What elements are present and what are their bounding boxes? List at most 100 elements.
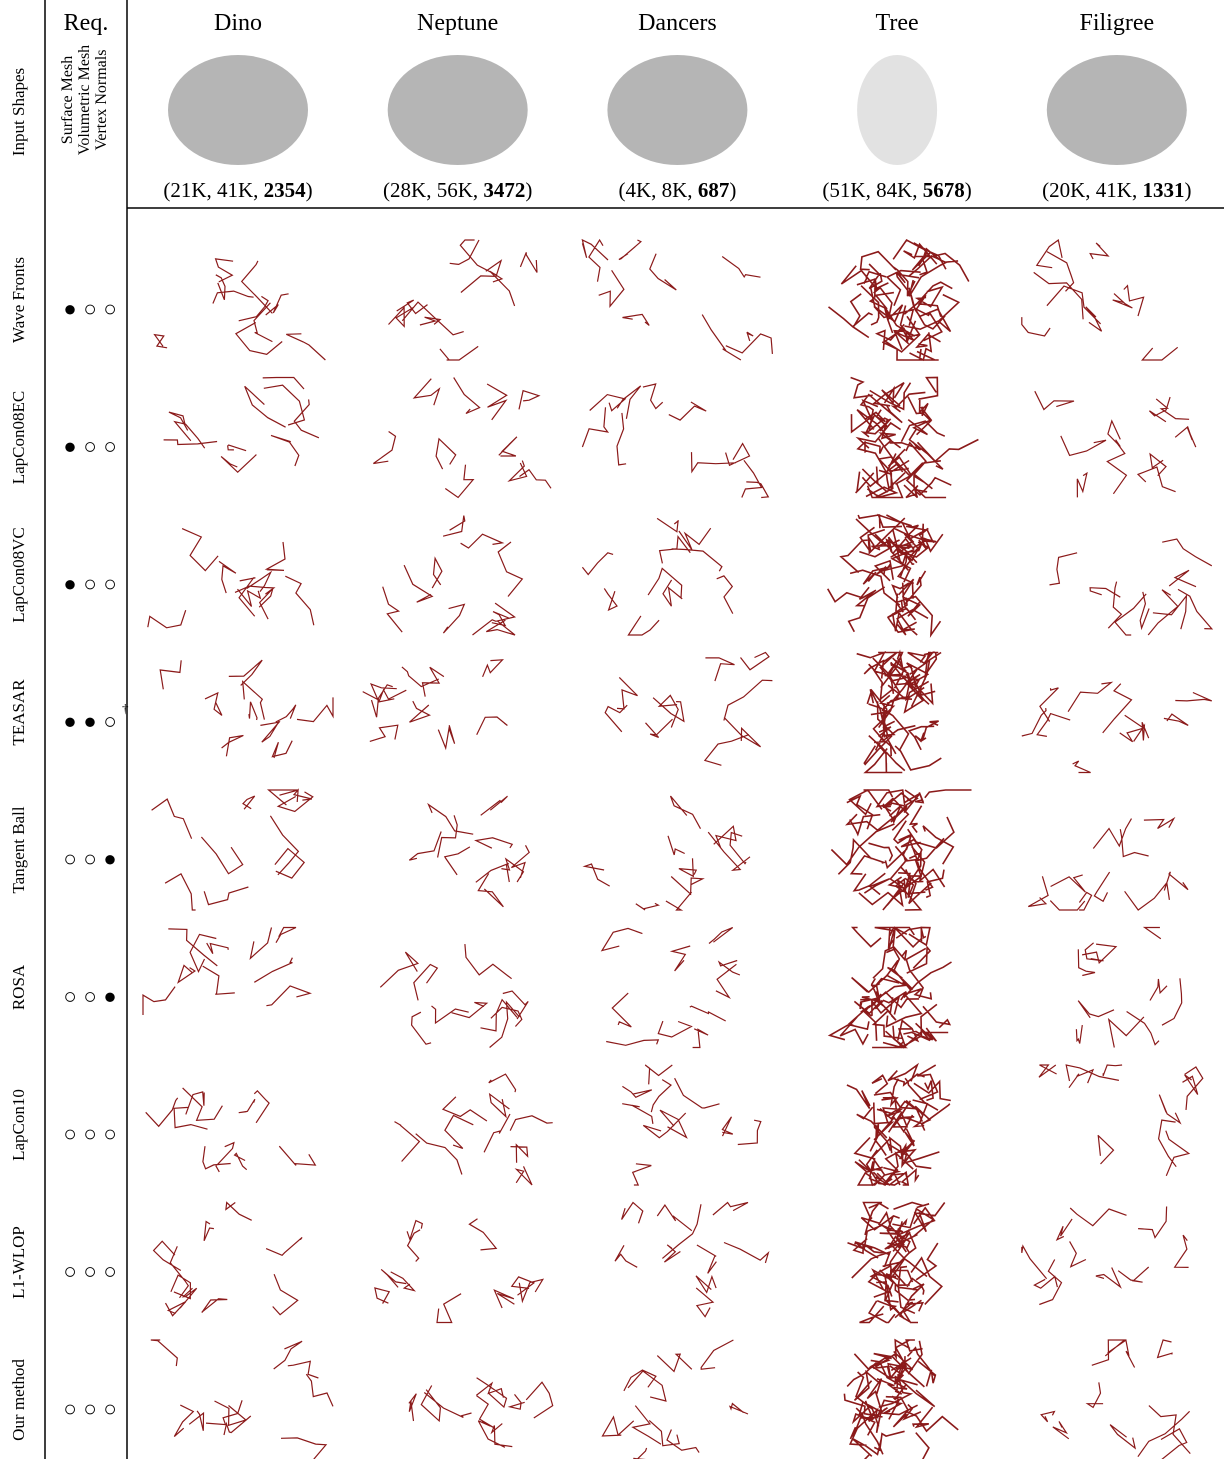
skeleton — [582, 240, 772, 360]
stats-vertices: 1331 — [1142, 178, 1184, 202]
req-symbol: ● — [103, 984, 116, 1009]
input-shape — [857, 55, 937, 165]
req-symbol: ○ — [83, 846, 96, 871]
skeleton — [1022, 683, 1212, 773]
req-symbol: ○ — [63, 1121, 76, 1146]
req-symbol: ○ — [103, 709, 116, 734]
row-label: LapCon08VC — [9, 527, 28, 622]
column-title: Dino — [214, 10, 262, 36]
req-symbol: ○ — [83, 434, 96, 459]
input-shape — [607, 55, 747, 165]
req-symbol: ○ — [83, 571, 96, 596]
row-header: Input Shapes — [9, 68, 28, 156]
row-label: Our method — [9, 1359, 28, 1441]
skeleton — [146, 1088, 316, 1172]
req-column: Surface Mesh — [59, 56, 76, 144]
skeleton — [857, 653, 942, 773]
req-symbol: ● — [63, 434, 76, 459]
skeleton — [380, 944, 528, 1047]
skeleton — [1028, 819, 1188, 910]
skeleton — [829, 240, 969, 360]
shape-stats: (4K, 8K, 687) — [618, 178, 736, 202]
skeleton — [1041, 1340, 1190, 1459]
skeleton — [395, 1074, 553, 1185]
req-symbol: ○ — [103, 1121, 116, 1146]
req-symbol: ○ — [63, 846, 76, 871]
req-symbol: ● — [83, 709, 96, 734]
req-symbol: ○ — [63, 1396, 76, 1421]
shape-stats: (21K, 41K, 2354) — [163, 178, 312, 202]
skeleton — [834, 1340, 959, 1459]
stats-vertices: 3472 — [483, 178, 525, 202]
input-shape — [168, 55, 308, 165]
req-symbol: ○ — [103, 571, 116, 596]
input-shape — [388, 55, 528, 165]
skeleton — [1039, 1065, 1203, 1176]
row-label: L1-WLOP — [9, 1226, 28, 1299]
req-column: Vertex Normals — [93, 50, 110, 151]
stats-close: ) — [1184, 178, 1191, 202]
req-symbol: ○ — [63, 1259, 76, 1284]
skeleton — [148, 529, 314, 628]
shape-stats: (28K, 56K, 3472) — [383, 178, 532, 202]
shape-stats: (51K, 84K, 5678) — [822, 178, 971, 202]
req-note: † — [122, 701, 129, 716]
skeleton — [373, 378, 551, 498]
req-symbol: ● — [63, 296, 76, 321]
skeleton — [375, 1219, 543, 1323]
req-symbol: ○ — [83, 984, 96, 1009]
column-title: Neptune — [417, 10, 498, 36]
row-label: LapCon10 — [9, 1089, 28, 1161]
req-symbol: ○ — [83, 1121, 96, 1146]
skeleton — [828, 515, 943, 635]
req-symbol: ○ — [103, 434, 116, 459]
skeleton — [160, 660, 333, 758]
stats-counts: (51K, 84K, — [822, 178, 922, 202]
skeleton — [383, 516, 523, 635]
skeleton — [1022, 240, 1178, 360]
column-title: Dancers — [638, 10, 717, 36]
skeleton — [847, 1065, 951, 1185]
figure: Input Shapes Req. Surface Mesh Volumetri… — [0, 0, 1224, 1459]
stats-close: ) — [729, 178, 736, 202]
req-symbol: ○ — [103, 1259, 116, 1284]
skeleton — [1076, 928, 1181, 1048]
req-symbol: ● — [103, 846, 116, 871]
stats-counts: (21K, 41K, — [163, 178, 263, 202]
req-symbol: ○ — [83, 296, 96, 321]
column-title: Tree — [876, 10, 919, 36]
skeleton — [152, 790, 313, 910]
skeleton — [622, 1065, 761, 1185]
stats-vertices: 2354 — [264, 178, 307, 202]
req-symbol: ● — [63, 709, 76, 734]
row-label: ROSA — [9, 964, 28, 1010]
req-symbol: ○ — [103, 296, 116, 321]
stats-vertices: 5678 — [923, 178, 965, 202]
skeleton — [1022, 1207, 1189, 1305]
row-label: LapCon08EC — [9, 391, 28, 485]
req-symbol: ● — [63, 571, 76, 596]
column-title: Filigree — [1079, 10, 1154, 36]
skeleton — [363, 660, 508, 748]
stats-counts: (4K, 8K, — [618, 178, 697, 202]
skeleton — [1035, 391, 1196, 497]
req-symbol: ○ — [83, 1396, 96, 1421]
skeleton — [603, 1340, 749, 1459]
req-symbol: ○ — [103, 1396, 116, 1421]
req-symbol: ○ — [63, 984, 76, 1009]
skeleton — [155, 259, 326, 360]
skeleton — [1050, 539, 1212, 635]
skeleton — [851, 378, 979, 498]
stats-close: ) — [965, 178, 972, 202]
shape-stats: (20K, 41K, 1331) — [1042, 178, 1191, 202]
skeleton — [409, 796, 529, 907]
req-header: Req. — [64, 10, 109, 36]
stats-counts: (20K, 41K, — [1042, 178, 1142, 202]
skeleton — [602, 928, 740, 1048]
skeleton — [409, 1378, 553, 1448]
skeleton — [154, 1203, 303, 1316]
skeleton — [831, 790, 971, 910]
skeleton — [143, 928, 310, 1016]
req-symbol: ○ — [83, 1259, 96, 1284]
row-label: Wave Fronts — [9, 257, 28, 343]
